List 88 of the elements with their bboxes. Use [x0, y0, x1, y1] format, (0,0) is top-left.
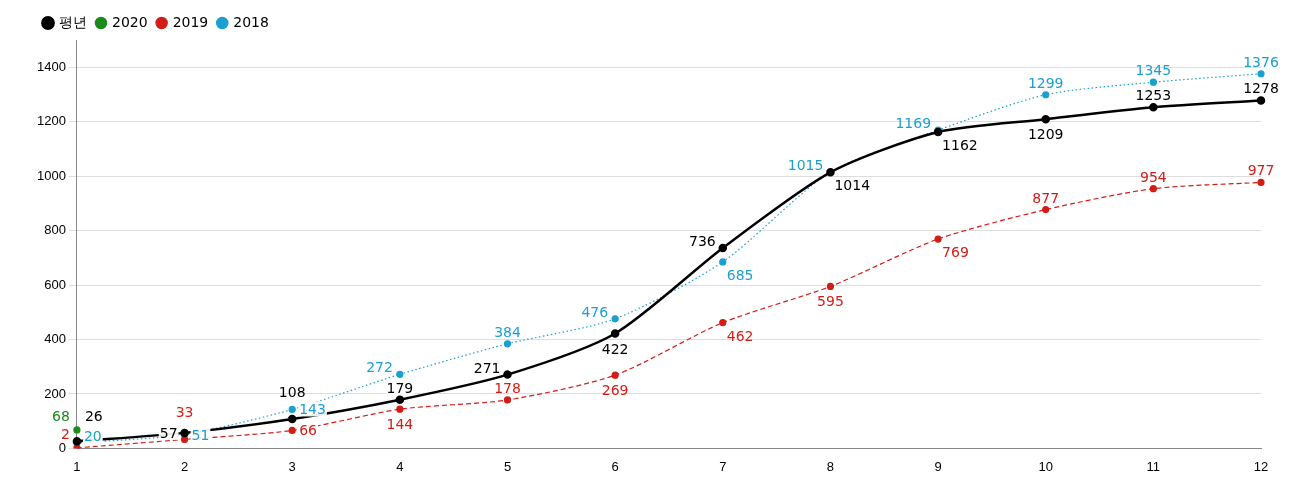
x-tick-label: 8: [826, 458, 835, 474]
point: [611, 315, 619, 323]
point: [395, 395, 405, 404]
x-tick-label: 3: [288, 458, 296, 474]
y-tick-label: 1200: [37, 113, 66, 129]
y-tick-label: 1400: [37, 58, 66, 74]
data-label: 1209: [1027, 126, 1064, 143]
point: [826, 282, 835, 290]
point: [719, 319, 727, 327]
point: [934, 235, 942, 243]
data-label: 736: [689, 233, 716, 250]
point: [1256, 96, 1266, 105]
x-tick-label: 5: [503, 458, 512, 474]
data-label: 1345: [1135, 62, 1172, 79]
data-label: 33: [175, 404, 194, 421]
point: [610, 329, 620, 338]
x-tick-label: 7: [719, 458, 727, 474]
data-label: 769: [942, 244, 969, 261]
point: [1149, 78, 1157, 86]
y-tick-label: 1000: [37, 167, 66, 183]
point: [1149, 185, 1157, 193]
point: [1257, 178, 1265, 186]
data-label: 179: [386, 379, 414, 396]
point: [719, 258, 727, 266]
x-tick-label: 6: [611, 458, 619, 474]
y-tick-label: 200: [44, 385, 66, 401]
point: [180, 435, 189, 444]
x-tick-label: 10: [1038, 458, 1053, 474]
data-label: 1162: [942, 137, 978, 154]
legend-label: 2018: [233, 13, 269, 30]
data-label: 954: [1140, 168, 1167, 185]
data-label: 422: [601, 340, 629, 357]
point: [288, 426, 296, 435]
data-label: 877: [1032, 189, 1060, 206]
legend-label: 2019: [172, 13, 209, 30]
point: [1257, 70, 1265, 78]
x-tick-label: 4: [396, 458, 404, 474]
y-tick-label: 800: [44, 222, 66, 238]
data-label: 20: [83, 427, 102, 444]
data-label: 108: [278, 384, 306, 400]
data-label: 595: [817, 293, 844, 310]
data-label: 143: [299, 401, 326, 418]
data-label: 68: [52, 407, 70, 424]
data-label: 1278: [1243, 80, 1279, 97]
data-label: 685: [726, 266, 754, 283]
y-tick-label: 600: [44, 276, 66, 292]
data-label: 1253: [1135, 87, 1172, 104]
y-tick-label: 400: [44, 331, 66, 347]
data-label: 272: [366, 359, 393, 376]
point: [503, 396, 512, 404]
point: [396, 405, 404, 413]
point: [503, 340, 512, 348]
data-label: 1169: [895, 115, 932, 132]
point: [1041, 114, 1050, 124]
legend-label: 평년: [59, 13, 87, 30]
point: [718, 243, 728, 253]
data-label: 1015: [787, 157, 824, 174]
data-label: 269: [601, 382, 629, 399]
data-label: 57: [159, 424, 178, 441]
x-tick-label: 11: [1146, 458, 1161, 474]
data-label: 977: [1247, 162, 1275, 179]
legend-label: 2020: [112, 13, 148, 30]
data-label: 271: [473, 359, 501, 376]
point: [288, 405, 296, 414]
data-label: 51: [191, 426, 210, 443]
data-label: 2: [61, 425, 70, 442]
point: [611, 371, 619, 379]
data-label: 1014: [834, 177, 871, 194]
data-label: 1376: [1243, 53, 1279, 70]
data-label: 1299: [1027, 74, 1064, 91]
data-label: 66: [299, 422, 318, 439]
x-tick-label: 1: [73, 458, 81, 474]
point: [287, 414, 297, 424]
y-tick-label: 0: [58, 439, 66, 455]
data-label: 384: [494, 323, 521, 340]
x-tick-label: 12: [1253, 458, 1269, 474]
point: [1149, 103, 1158, 112]
x-tick-label: 9: [934, 458, 942, 474]
x-tick-label: 2: [180, 458, 189, 474]
point: [503, 370, 512, 379]
data-label: 476: [581, 303, 609, 320]
point: [396, 370, 404, 378]
data-label: 178: [494, 379, 521, 396]
point: [1042, 91, 1050, 99]
data-label: 462: [726, 327, 754, 344]
data-label: 144: [386, 416, 414, 433]
data-label: 26: [84, 408, 103, 425]
point: [1042, 206, 1050, 214]
